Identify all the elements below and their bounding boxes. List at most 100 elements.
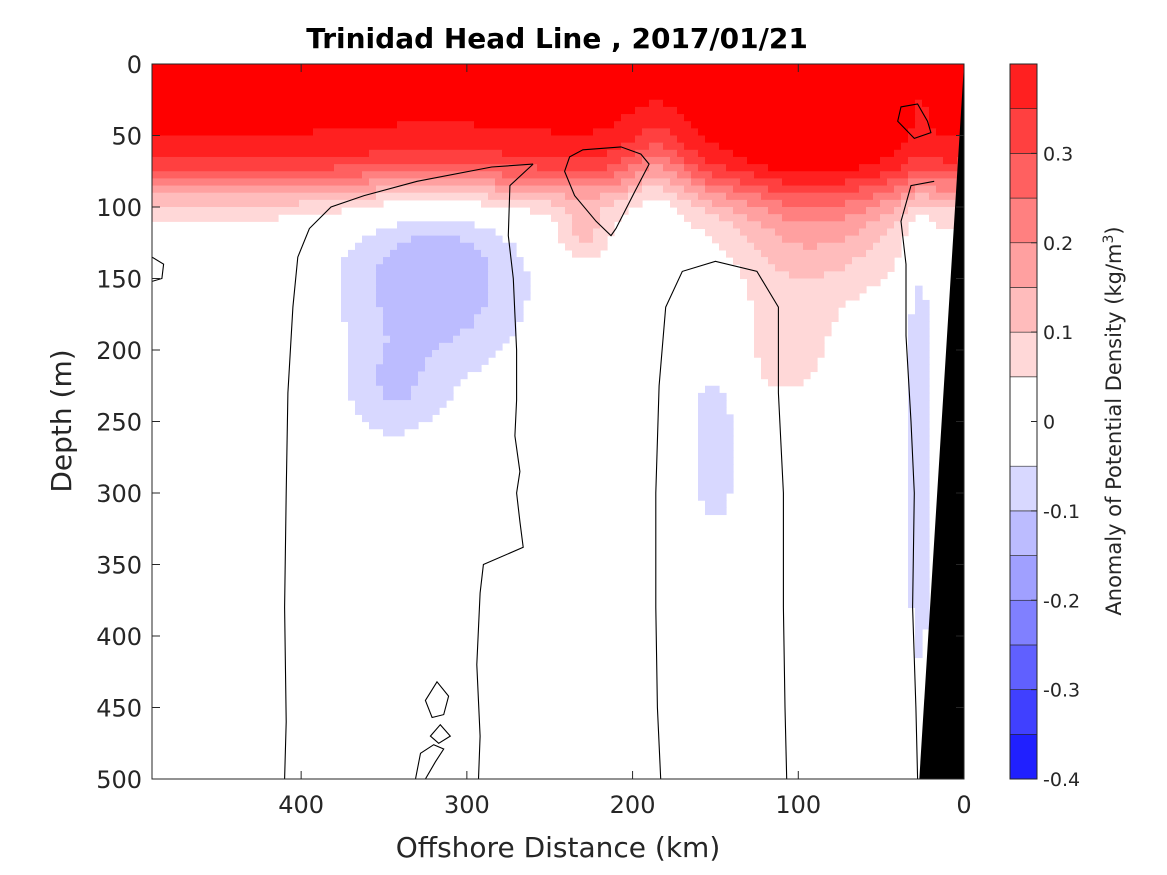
field-band (705, 156, 748, 165)
field-band (908, 342, 930, 351)
field-band (908, 407, 930, 415)
field-band (551, 128, 594, 137)
field-band (341, 271, 377, 280)
field-band (726, 192, 762, 201)
field-band (908, 600, 930, 608)
field-band (698, 164, 727, 172)
field-band (663, 142, 685, 151)
field-band (915, 607, 930, 616)
y-tick-label: 100 (96, 194, 142, 222)
colorbar-swatch (1009, 197, 1038, 244)
field-band (691, 199, 713, 208)
field-band (698, 485, 734, 494)
field-band (866, 249, 902, 258)
field-band (887, 228, 909, 237)
field-band (376, 378, 419, 387)
field-band (754, 328, 832, 337)
field-band (845, 214, 881, 222)
field-band (880, 199, 902, 208)
y-axis: 0 50 100 150 200 250 300 350 400 450 500 (96, 51, 964, 794)
field-band (341, 264, 377, 272)
field-band (705, 178, 741, 187)
field-band (901, 199, 964, 208)
field-band (908, 171, 964, 179)
field-band (880, 171, 909, 179)
field-band (558, 228, 573, 237)
colorbar-label-text: Anomaly of Potential Density (kg/m (1102, 244, 1126, 616)
field-band (929, 121, 964, 129)
zero-contour-line (429, 723, 452, 744)
field-band (908, 500, 930, 508)
field-band (747, 285, 867, 294)
field-band (915, 121, 930, 129)
field-band (747, 199, 783, 208)
field-band (733, 207, 769, 215)
field-band (348, 342, 384, 351)
field-band (565, 242, 608, 251)
field-band (348, 371, 377, 380)
field-band (908, 485, 930, 494)
field-band (908, 385, 930, 394)
x-tick-label: 100 (775, 791, 821, 819)
field-band (411, 385, 454, 394)
field-band (698, 478, 734, 487)
field-band (383, 257, 489, 265)
field-band (684, 114, 916, 122)
field-band (537, 164, 608, 172)
field-band (908, 535, 930, 544)
y-tick-label: 250 (96, 409, 142, 437)
field-band (698, 457, 734, 465)
field-band (929, 214, 964, 222)
field-band (929, 192, 964, 201)
zero-contour-line (897, 103, 932, 140)
zero-contour-line (655, 260, 788, 779)
field-band (887, 178, 909, 187)
field-band (803, 242, 818, 251)
field-band (425, 364, 482, 373)
field-band (530, 207, 566, 215)
field-band (348, 378, 377, 387)
field-band (488, 257, 524, 265)
field-band (691, 178, 706, 187)
field-band (943, 156, 958, 165)
field-band (908, 421, 930, 430)
field-band (873, 192, 902, 201)
field-band (908, 357, 930, 365)
field-band (712, 171, 755, 179)
field-band (152, 64, 964, 72)
field-band (782, 214, 846, 222)
field-band (152, 92, 964, 101)
field-band (628, 192, 678, 201)
field-band (915, 643, 923, 651)
field-band (677, 106, 916, 115)
field-band (761, 249, 867, 258)
field-band (845, 264, 895, 272)
zero-contour-line (476, 163, 534, 779)
y-tick-label: 0 (127, 51, 142, 79)
field-band (670, 199, 692, 208)
field-band (845, 178, 888, 187)
field-band (705, 385, 720, 394)
field-band (754, 299, 846, 308)
field-band (908, 392, 930, 401)
field-band (754, 350, 825, 358)
field-band (635, 135, 678, 144)
field-band (894, 185, 916, 194)
field-band (908, 478, 930, 487)
field-band (754, 242, 804, 251)
field-band (663, 164, 685, 172)
field-band (376, 185, 496, 194)
field-band (418, 371, 468, 380)
field-band (152, 214, 279, 222)
field-band (684, 185, 706, 194)
field-band (754, 171, 881, 179)
colorbar-tick-label: -0.1 (1043, 501, 1080, 523)
field-band (866, 221, 895, 230)
field-band (894, 207, 909, 215)
field-band (474, 121, 615, 129)
field-band (880, 214, 902, 222)
field-band (908, 578, 930, 587)
field-band (908, 571, 930, 580)
field-band (369, 178, 496, 187)
